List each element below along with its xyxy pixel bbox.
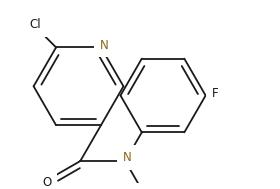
Text: N: N: [123, 151, 132, 164]
Text: N: N: [100, 39, 109, 52]
Text: O: O: [42, 176, 52, 189]
Text: F: F: [212, 87, 218, 100]
Text: Cl: Cl: [29, 18, 41, 31]
